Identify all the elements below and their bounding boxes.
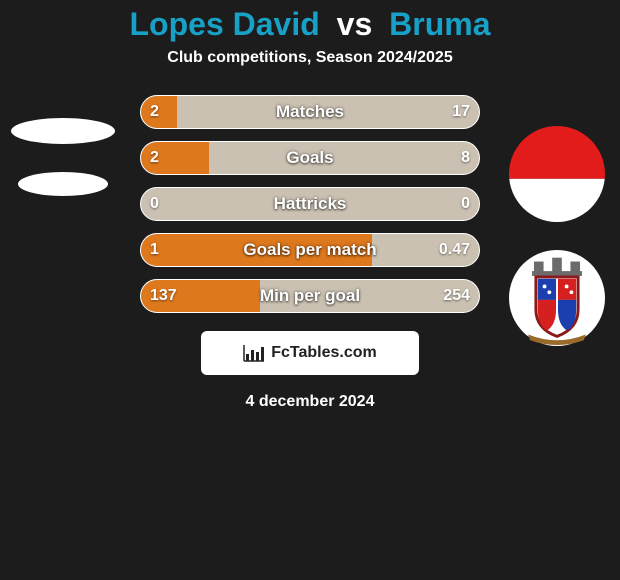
stat-value-left: 137 <box>150 279 177 313</box>
bar-track <box>140 141 480 175</box>
stat-value-left: 1 <box>150 233 159 267</box>
stat-value-right: 0.47 <box>439 233 470 267</box>
stat-value-left: 2 <box>150 141 159 175</box>
player1-name: Lopes David <box>130 6 320 42</box>
stat-value-left: 0 <box>150 187 159 221</box>
brand-box: FcTables.com <box>201 331 419 375</box>
bar-track <box>140 95 480 129</box>
stat-value-right: 0 <box>461 187 470 221</box>
team-badge-placeholder <box>11 118 115 144</box>
player2-name: Bruma <box>389 6 490 42</box>
stat-value-right: 254 <box>443 279 470 313</box>
date-label: 4 december 2024 <box>0 393 620 411</box>
bar-track <box>140 233 480 267</box>
club-crest-icon <box>509 250 605 346</box>
stat-value-right: 8 <box>461 141 470 175</box>
team-badge-placeholder <box>18 172 108 196</box>
subtitle: Club competitions, Season 2024/2025 <box>0 49 620 67</box>
stat-value-left: 2 <box>150 95 159 129</box>
bar-left <box>141 234 372 266</box>
vs-label: vs <box>337 6 373 42</box>
stat-value-right: 17 <box>452 95 470 129</box>
country-flag-icon <box>509 126 605 222</box>
brand-text: FcTables.com <box>271 344 377 362</box>
bar-track <box>140 279 480 313</box>
barchart-icon <box>243 344 265 362</box>
page-title: Lopes David vs Bruma <box>0 6 620 43</box>
bar-track <box>140 187 480 221</box>
